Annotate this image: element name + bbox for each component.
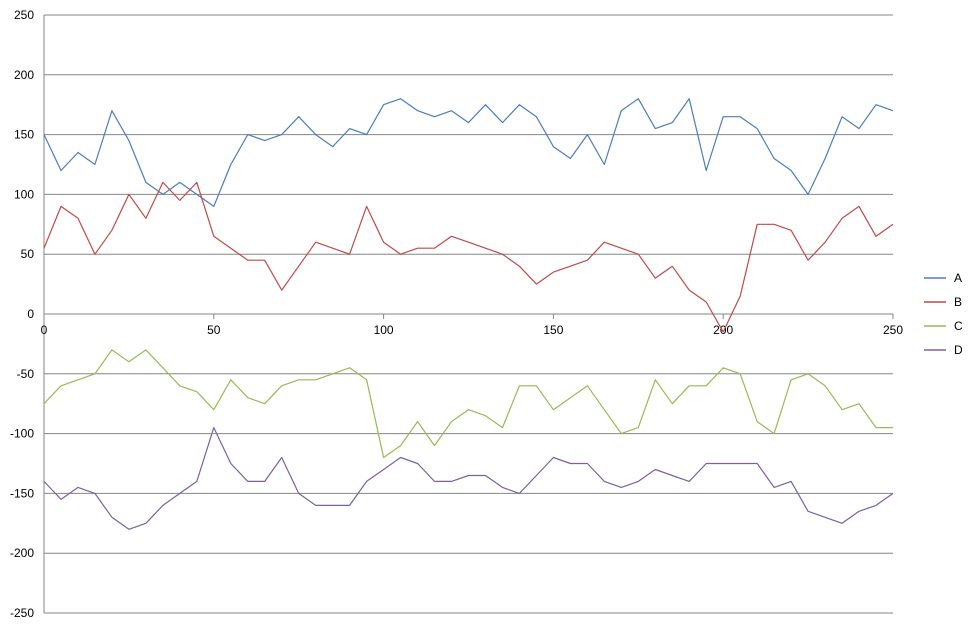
- series-line-b: [43, 181, 894, 333]
- series-line-a: [43, 98, 894, 207]
- y-tick-label: 100: [14, 187, 34, 201]
- x-tick-label: 0: [41, 323, 48, 337]
- x-tick-label: 200: [713, 323, 733, 337]
- y-tick-label: 250: [14, 8, 34, 22]
- y-tick-label: 0: [27, 307, 34, 321]
- legend-label-c: C: [954, 319, 963, 333]
- series-line-d: [43, 427, 894, 530]
- y-tick-label: -100: [10, 427, 34, 441]
- legend-label-a: A: [954, 271, 962, 285]
- y-tick-label: 50: [21, 247, 35, 261]
- x-tick-label: 150: [543, 323, 563, 337]
- x-tick-label: 100: [374, 323, 394, 337]
- axes: [43, 15, 894, 613]
- y-tick-label: -200: [10, 546, 34, 560]
- series-lines: [43, 98, 894, 530]
- legend-label-b: B: [954, 295, 962, 309]
- y-tick-label: 200: [14, 68, 34, 82]
- y-axis-tick-labels: 250 200 150 100 50 0 -50 -100 -150 -200 -250: [10, 8, 34, 620]
- series-line-c: [43, 349, 893, 459]
- x-tick-label: 250: [883, 323, 903, 337]
- x-tick-label: 50: [207, 323, 221, 337]
- y-tick-label: 150: [14, 128, 34, 142]
- x-axis-tick-labels: 0 50 100 150 200 250: [41, 323, 904, 337]
- y-tick-label: -250: [10, 606, 34, 620]
- y-tick-label: -150: [10, 486, 34, 500]
- legend-label-d: D: [954, 343, 963, 357]
- y-tick-label: -50: [17, 367, 35, 381]
